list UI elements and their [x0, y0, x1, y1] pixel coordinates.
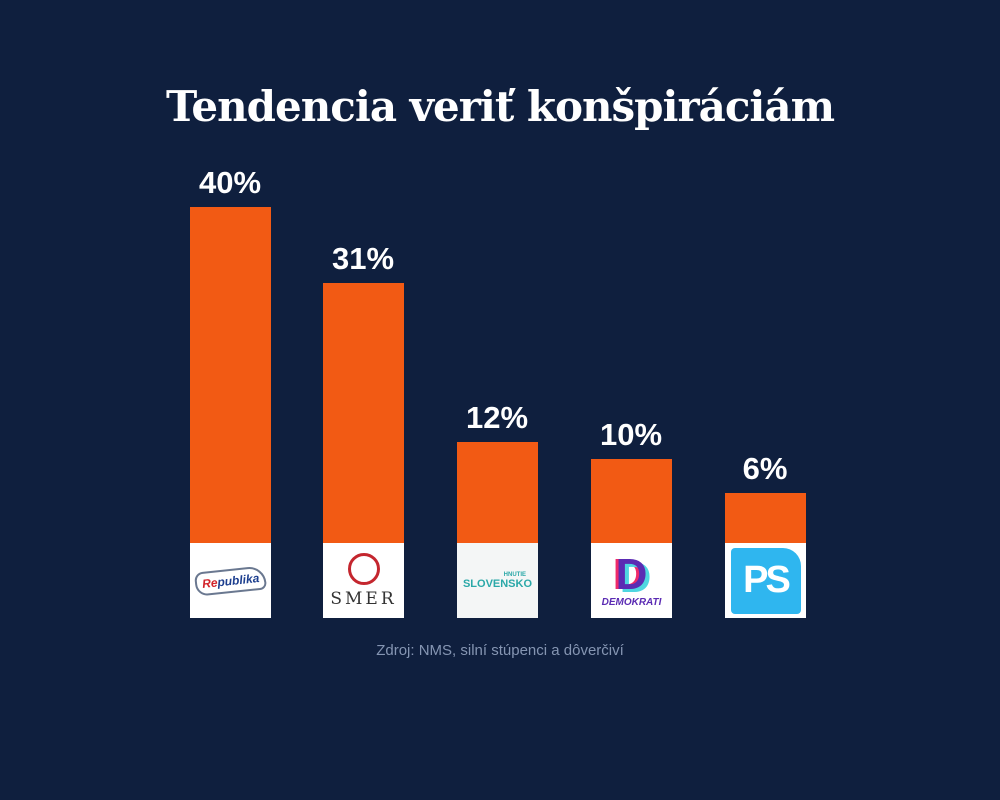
bar-smer [323, 282, 404, 543]
value-label: 6% [742, 450, 788, 486]
rose-icon [347, 552, 380, 585]
value-label: 12% [465, 400, 529, 436]
chart-title: Tendencia veriť konšpiráciám [165, 82, 835, 131]
logo-text: SLOVENSKO [462, 577, 533, 590]
logo-republika: Republika [190, 543, 271, 618]
logo-text: D [615, 550, 648, 599]
bar-hnutie-slovensko [457, 442, 538, 543]
value-label: 40% [198, 165, 262, 200]
logo-smer: SMER [323, 543, 404, 618]
logo-text: SMER [330, 588, 397, 609]
logo-text: DEMOKRATI [601, 597, 662, 608]
bar-demokrati [591, 459, 672, 543]
logo-text: Re [201, 574, 218, 591]
logo-text: HNUTIE [503, 571, 526, 578]
bar-republika [190, 207, 271, 543]
logo-demokrati: D DEMOKRATI [591, 543, 672, 618]
logo-text: publika [216, 570, 260, 589]
source-note: Zdroj: NMS, silní stúpenci a dôverčiví [376, 642, 624, 659]
bar-ps [725, 492, 806, 543]
value-label: 10% [599, 417, 663, 452]
logo-ps: PS [725, 543, 806, 618]
value-label: 31% [331, 240, 395, 276]
logo-text: PS [730, 547, 801, 614]
logo-hnutie-slovensko: HNUTIE SLOVENSKO [457, 543, 538, 618]
